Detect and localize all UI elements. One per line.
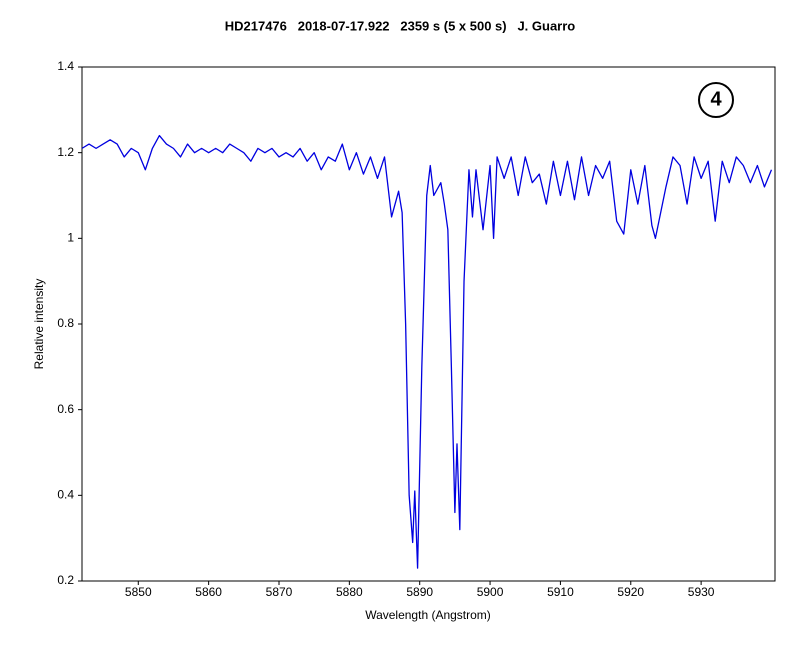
annotation-circle [698, 82, 734, 118]
annotation: 4 [710, 88, 722, 110]
plot-frame [81, 66, 776, 582]
y-tick-label: 0.8 [57, 316, 74, 330]
y-axis-label: Relative intensity [32, 279, 46, 370]
y-tick-label: 0.2 [57, 573, 74, 587]
x-tick-label: 5900 [477, 585, 504, 599]
x-tick-label: 5860 [195, 585, 222, 599]
y-tick-label: 0.4 [57, 488, 74, 502]
x-axis-label: Wavelength (Angstrom) [365, 608, 491, 622]
y-tick-label: 1 [67, 231, 74, 245]
chart-title: HD217476 2018-07-17.922 2359 s (5 x 500 … [225, 18, 576, 33]
x-tick-label: 5880 [336, 585, 363, 599]
x-tick-label: 5850 [125, 585, 152, 599]
y-tick-label: 1.4 [57, 59, 74, 73]
y-tick-label: 1.2 [57, 145, 74, 159]
spectrum-line [81, 134, 773, 569]
x-tick-label: 5910 [547, 585, 574, 599]
y-tick-label: 0.6 [57, 402, 74, 416]
x-tick-label: 5930 [688, 585, 715, 599]
x-tick-label: 5890 [406, 585, 433, 599]
x-tick-label: 5870 [266, 585, 293, 599]
x-tick-label: 5920 [617, 585, 644, 599]
